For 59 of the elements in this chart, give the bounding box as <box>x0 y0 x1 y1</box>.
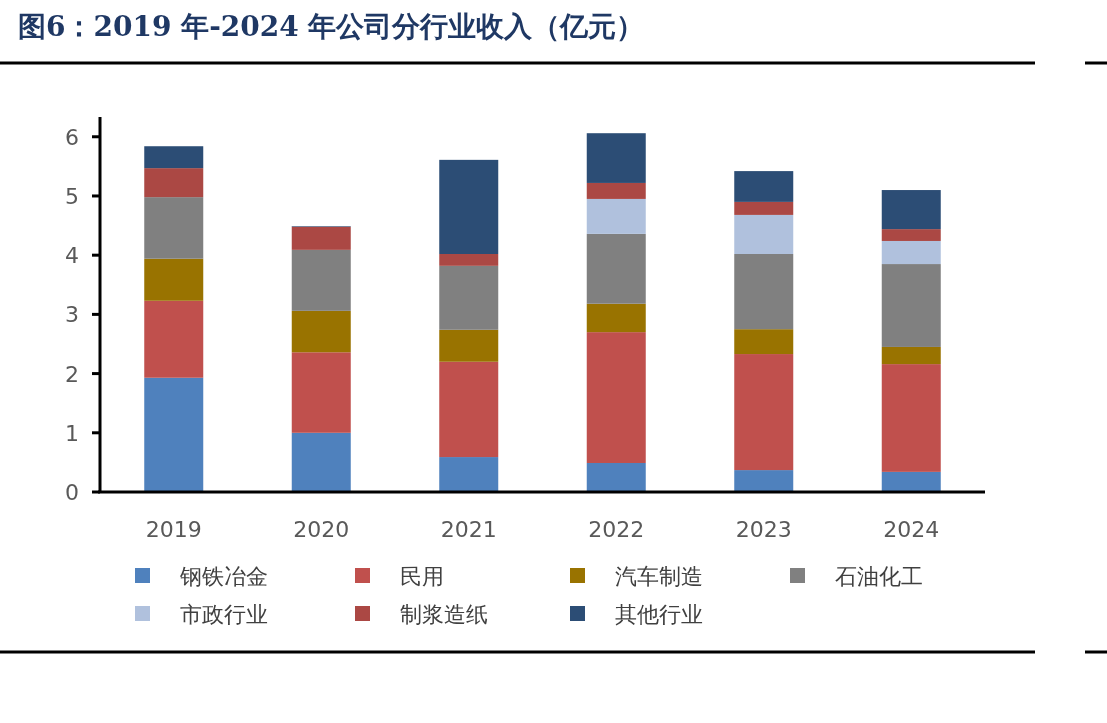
x-tick-label: 2020 <box>293 517 350 542</box>
bar <box>586 332 646 463</box>
bar <box>881 264 941 347</box>
bar <box>881 346 941 365</box>
bar <box>586 198 646 234</box>
x-tick-label: 2019 <box>145 517 202 542</box>
y-tick-label: 6 <box>65 124 79 150</box>
x-tick-label: 2021 <box>440 517 497 542</box>
bar <box>439 265 499 330</box>
bar <box>291 226 351 250</box>
bar <box>586 133 646 183</box>
bar <box>439 253 499 266</box>
bar <box>881 190 941 230</box>
legend-label: 钢铁冶金 <box>179 564 268 589</box>
bar <box>144 258 204 301</box>
bar <box>291 352 351 433</box>
legend-label: 汽车制造 <box>615 564 703 589</box>
bar <box>439 457 499 492</box>
legend-label: 制浆造纸 <box>400 602 488 627</box>
bar <box>586 303 646 333</box>
bar <box>144 146 204 169</box>
y-tick-label: 0 <box>65 480 79 505</box>
bar <box>734 253 794 330</box>
bar <box>144 377 204 492</box>
bar <box>144 197 204 259</box>
chart-title: 图6：2019 年-2024 年公司分行业收入（亿元） <box>18 10 645 43</box>
bar <box>881 240 941 265</box>
y-tick-label: 2 <box>65 361 79 387</box>
bar <box>734 171 794 202</box>
bar <box>881 229 941 241</box>
bar <box>734 201 794 215</box>
bar <box>881 471 941 492</box>
y-tick-label: 4 <box>65 243 79 269</box>
bar <box>734 470 794 492</box>
bar <box>734 354 794 471</box>
y-tick-label: 1 <box>65 420 79 446</box>
bar <box>586 462 646 492</box>
bar <box>291 249 351 311</box>
legend-label: 民用 <box>400 564 444 589</box>
bar <box>734 329 794 355</box>
x-tick-label: 2022 <box>588 517 645 542</box>
x-tick-label: 2023 <box>735 517 792 542</box>
bar <box>734 214 794 254</box>
bar <box>881 364 941 472</box>
bar <box>291 310 351 353</box>
bar <box>586 233 646 304</box>
bar <box>291 432 351 492</box>
y-tick-label: 5 <box>65 183 79 209</box>
bar <box>439 361 499 458</box>
legend-label: 其他行业 <box>615 602 703 627</box>
bar <box>144 168 204 198</box>
legend-label: 市政行业 <box>180 602 268 627</box>
legend-label: 石油化工 <box>835 564 923 589</box>
y-tick-label: 3 <box>65 302 79 328</box>
bar <box>439 329 499 362</box>
bar <box>586 182 646 199</box>
bar <box>439 159 499 254</box>
x-tick-label: 2024 <box>883 517 940 542</box>
bar <box>144 300 204 378</box>
